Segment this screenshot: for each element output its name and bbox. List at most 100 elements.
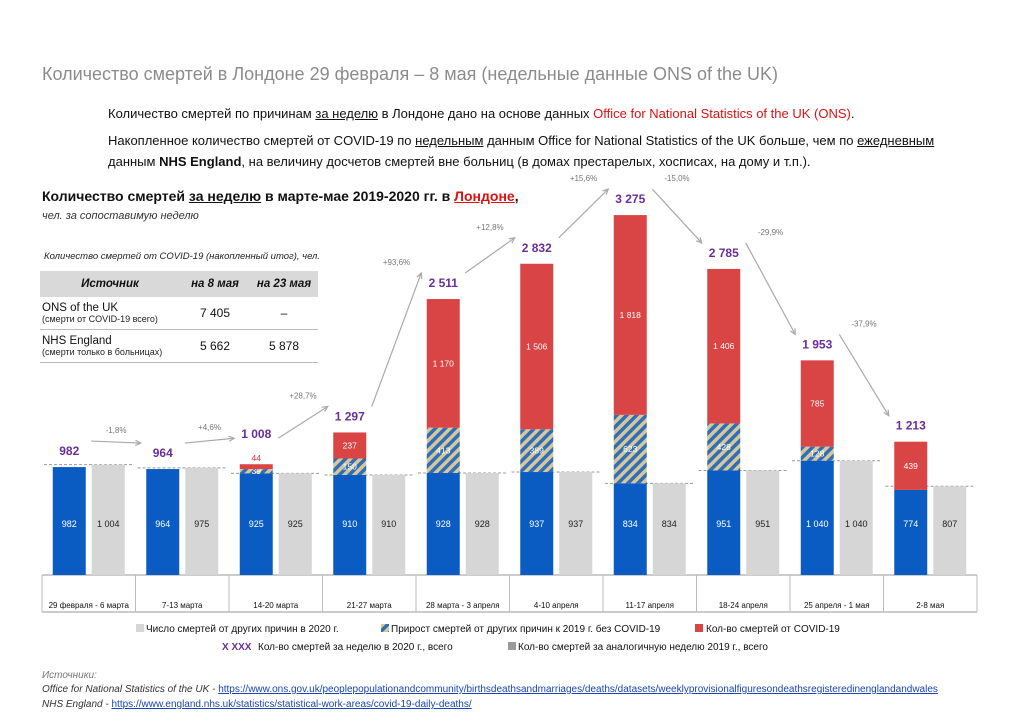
bar-other-2020 xyxy=(707,470,741,575)
change-pct-label: +93,6% xyxy=(383,258,410,267)
change-arrow xyxy=(651,188,703,244)
change-arrowhead xyxy=(883,409,890,417)
bar-2019-label: 1 004 xyxy=(97,519,120,529)
legend-swatch-covid xyxy=(695,624,703,632)
bar-2019 xyxy=(746,470,780,575)
x-tick-label: 4-10 апреля xyxy=(534,601,579,610)
change-arrow xyxy=(558,188,609,239)
chart-subtitle: чел. за сопоставимую неделю xyxy=(42,210,199,222)
change-pct-label: -1,8% xyxy=(106,426,127,435)
bar-2019 xyxy=(278,473,312,575)
bar-excess-label: 39 xyxy=(252,466,262,476)
bar-other-2020-label: 928 xyxy=(436,519,451,529)
x-tick-label: 29 февраля - 6 марта xyxy=(49,601,130,610)
change-arrowhead xyxy=(321,405,329,412)
bar-2019 xyxy=(372,474,406,575)
bar-other-2020 xyxy=(894,489,928,575)
table-caption: Количество смертей от COVID-19 (накоплен… xyxy=(44,251,321,262)
x-tick-label: 18-24 апреля xyxy=(719,601,768,610)
bar-2019-label: 975 xyxy=(194,519,209,529)
bar-2019-label: 834 xyxy=(662,519,677,529)
bar-covid xyxy=(520,263,554,430)
table-row: ONS of the UK (смерти от COVID-19 всего)… xyxy=(40,297,318,330)
bar-2019-label: 807 xyxy=(942,519,957,529)
bar-covid xyxy=(707,268,741,424)
bar-2019-label: 925 xyxy=(288,519,303,529)
change-arrowhead xyxy=(508,236,516,244)
table-cell-source: NHS England (смерти только в больницах) xyxy=(40,329,180,363)
bar-excess xyxy=(707,423,741,471)
nhs-link[interactable]: https://www.england.nhs.uk/statistics/st… xyxy=(111,699,472,710)
change-arrow xyxy=(91,440,141,444)
bar-other-2020 xyxy=(52,467,86,575)
bar-2019-label: 928 xyxy=(475,519,490,529)
change-arrowhead xyxy=(135,439,143,446)
ons-link[interactable]: https://www.ons.gov.uk/peoplepopulationa… xyxy=(218,684,938,695)
bar-excess-label: 623 xyxy=(623,444,637,454)
change-arrow xyxy=(371,272,422,407)
bar-covid-label: 439 xyxy=(904,461,918,471)
legend-swatch-2019 xyxy=(508,642,516,650)
total-2020-label: 982 xyxy=(59,444,79,458)
source-nhs: NHS England - https://www.england.nhs.uk… xyxy=(42,699,472,710)
change-pct-label: +28,7% xyxy=(289,391,316,400)
legend-label-other-2020: Число смертей от других причин в 2020 г. xyxy=(146,624,339,635)
sources-label: Источники: xyxy=(42,670,97,681)
bar-other-2020-label: 834 xyxy=(623,519,638,529)
bar-2019 xyxy=(652,483,686,575)
bar-excess xyxy=(613,414,647,484)
legend-label-2019: Кол-во смертей за аналогичную неделю 201… xyxy=(518,642,768,653)
bar-2019-label: 951 xyxy=(755,519,770,529)
bar-covid-label: 237 xyxy=(343,440,357,450)
table-header-source: Источник xyxy=(40,271,180,297)
x-tick-label: 2-8 мая xyxy=(916,601,944,610)
bar-other-2020 xyxy=(239,473,273,575)
change-arrowhead xyxy=(416,271,423,280)
change-pct-label: +4,6% xyxy=(198,423,221,432)
x-tick-label: 25 апреля - 1 мая xyxy=(804,601,870,610)
change-arrow xyxy=(838,334,890,417)
intro-line-2: Накопленное количество смертей от COVID-… xyxy=(108,133,935,148)
bar-other-2020 xyxy=(146,469,180,575)
change-pct-label: -37,9% xyxy=(851,319,876,328)
table-cell-may8: 5 662 xyxy=(180,329,250,363)
bar-covid xyxy=(333,432,367,459)
legend-swatch-excess xyxy=(381,624,389,632)
change-arrowhead xyxy=(602,188,610,195)
change-pct-label: +15,6% xyxy=(570,174,597,183)
bar-covid-label: 1 406 xyxy=(713,341,735,351)
legend-label-covid: Кол-во смертей от COVID-19 xyxy=(706,624,840,635)
bar-covid xyxy=(800,360,834,447)
change-pct-label: +12,8% xyxy=(476,223,503,232)
change-arrowhead xyxy=(228,435,236,442)
x-tick-label: 28 марта - 3 апреля xyxy=(426,601,500,610)
change-arrow xyxy=(745,242,796,335)
covid-cumulative-table: Источник на 8 мая на 23 мая ONS of the U… xyxy=(40,271,318,363)
bar-2019 xyxy=(933,486,967,575)
x-tick-label: 11-17 апреля xyxy=(625,601,674,610)
bar-covid-label: 44 xyxy=(252,453,262,463)
bar-other-2020-label: 1 040 xyxy=(806,519,829,529)
bar-2019-label: 937 xyxy=(568,519,583,529)
source-ons: Office for National Statistics of the UK… xyxy=(42,684,938,695)
change-arrowhead xyxy=(695,237,703,244)
bar-covid-label: 1 170 xyxy=(433,358,455,368)
total-2020-label: 1 297 xyxy=(335,409,365,423)
bar-excess-label: 413 xyxy=(436,445,450,455)
total-2020-label: 964 xyxy=(153,446,173,460)
bar-other-2020-label: 910 xyxy=(342,519,357,529)
legend-total-marker: X XXX xyxy=(222,642,252,653)
bar-excess-label: 150 xyxy=(343,462,357,472)
bar-other-2020 xyxy=(613,483,647,575)
intro-line-3: данным NHS England, на величину досчетов… xyxy=(108,154,811,169)
total-2020-label: 2 832 xyxy=(522,241,552,255)
total-2020-label: 2 511 xyxy=(429,276,459,290)
table-cell-may8: 7 405 xyxy=(180,297,250,330)
table-row: NHS England (смерти только в больницах) … xyxy=(40,329,318,363)
change-pct-label: -29,9% xyxy=(758,228,783,237)
bar-other-2020-label: 774 xyxy=(903,519,918,529)
bar-2019 xyxy=(559,472,593,575)
chart-title: Количество смертей за неделю в марте-мае… xyxy=(42,188,519,204)
bar-covid xyxy=(894,441,928,490)
